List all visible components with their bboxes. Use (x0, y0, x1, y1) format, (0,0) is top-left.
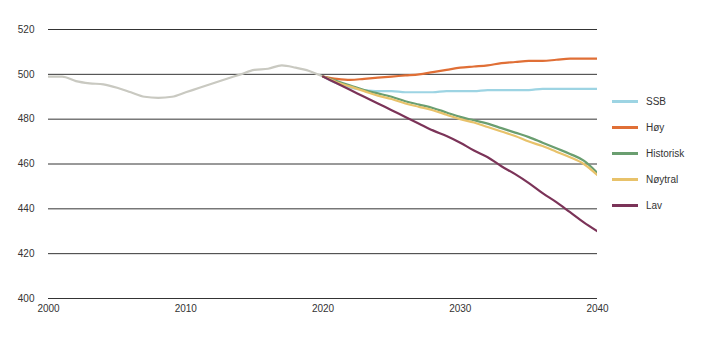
html-text:Lav: Lav (646, 199, 663, 211)
svg-text:460: 460 (18, 158, 35, 169)
svg-text:2030: 2030 (449, 303, 472, 314)
svg-text:2020: 2020 (312, 303, 335, 314)
svg-text:400: 400 (18, 293, 35, 304)
svg-text:2000: 2000 (37, 303, 60, 314)
svg-text:500: 500 (18, 69, 35, 80)
svg-text:2010: 2010 (175, 303, 198, 314)
html-text:Nøytral: Nøytral (646, 173, 679, 185)
html-text:SSB: SSB (646, 95, 666, 107)
html-text:Historisk: Historisk (646, 147, 685, 159)
svg-text:440: 440 (18, 203, 35, 214)
html-text:Høy: Høy (646, 121, 665, 133)
svg-text:2040: 2040 (586, 303, 609, 314)
svg-text:420: 420 (18, 248, 35, 259)
svg-text:520: 520 (18, 24, 35, 35)
svg-text:480: 480 (18, 113, 35, 124)
